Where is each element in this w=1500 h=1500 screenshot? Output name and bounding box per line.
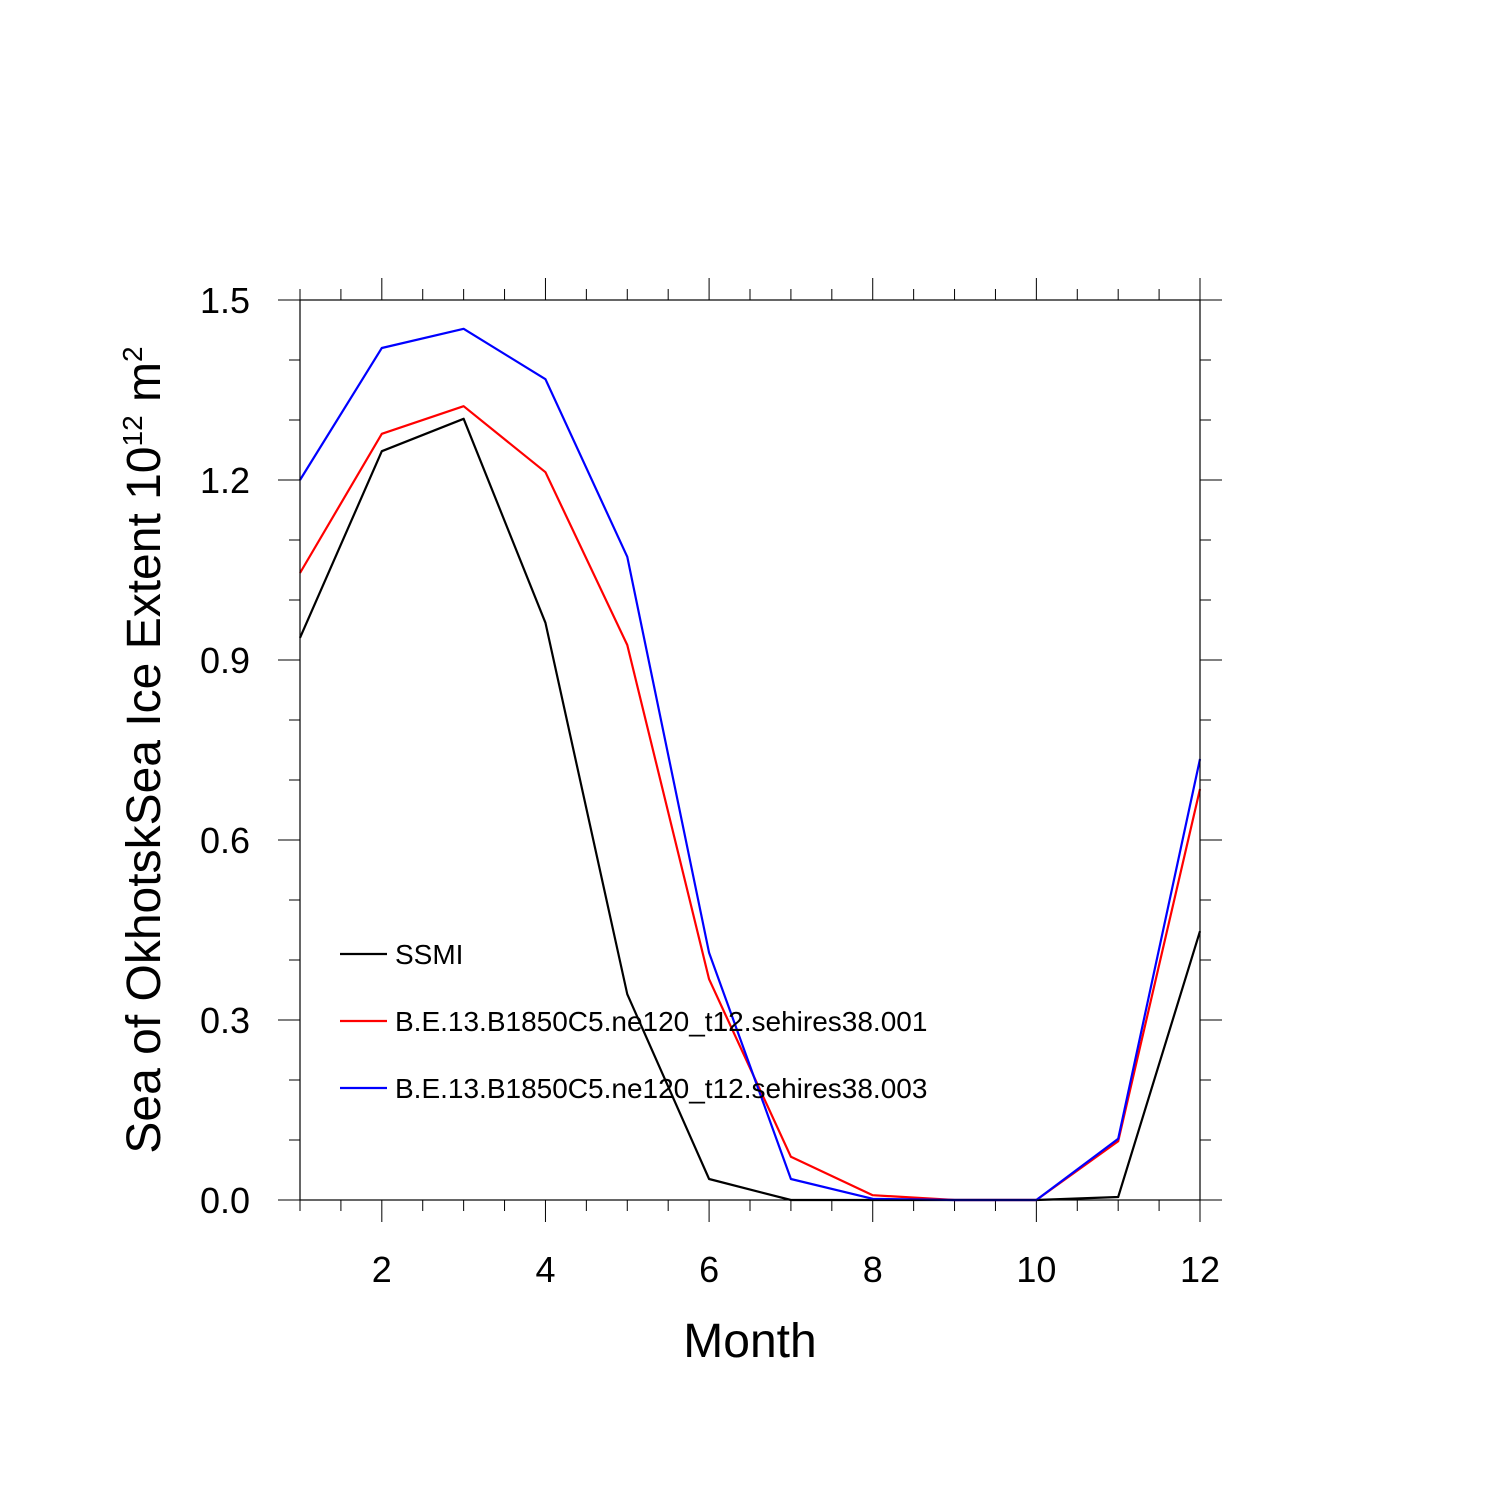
legend-label-2: B.E.13.B1850C5.ne120_t12.sehires38.001 — [395, 1006, 927, 1037]
y-tick-label: 1.5 — [200, 280, 250, 321]
y-tick-label: 0.6 — [200, 820, 250, 861]
y-tick-label: 1.2 — [200, 460, 250, 501]
x-tick-label: 6 — [699, 1249, 719, 1290]
y-tick-label: 0.9 — [200, 640, 250, 681]
y-tick-label: 0.0 — [200, 1180, 250, 1221]
series-line-3 — [299, 327, 1202, 1202]
legend-label-1: SSMI — [395, 939, 463, 970]
x-tick-label: 10 — [1016, 1249, 1056, 1290]
tick-labels: 2 4 6 8 10 12 0.0 0.3 0.6 0.9 1.2 1.5 — [200, 280, 1220, 1290]
y-axis-title: Sea of OkhotskSea Ice Extent 1012 m2 — [117, 346, 171, 1153]
legend-label-3: B.E.13.B1850C5.ne120_t12.sehires38.003 — [395, 1073, 927, 1104]
x-tick-label: 12 — [1180, 1249, 1220, 1290]
y-axis-title-exponent-1: 12 — [117, 415, 148, 446]
x-axis-title: Month — [683, 1315, 816, 1368]
y-axis-title-unit: m — [118, 362, 171, 415]
y-axis-title-exponent-2: 2 — [117, 346, 148, 362]
axis-ticks — [278, 278, 1222, 1222]
plot-frame — [299, 299, 1201, 1201]
y-axis-title-text: Sea of OkhotskSea Ice Extent 10 — [118, 446, 171, 1153]
x-tick-label: 8 — [863, 1249, 883, 1290]
legend: SSMI B.E.13.B1850C5.ne120_t12.sehires38.0… — [340, 939, 927, 1104]
y-tick-label: 0.3 — [200, 1000, 250, 1041]
x-tick-label: 4 — [535, 1249, 555, 1290]
x-tick-label: 2 — [372, 1249, 392, 1290]
